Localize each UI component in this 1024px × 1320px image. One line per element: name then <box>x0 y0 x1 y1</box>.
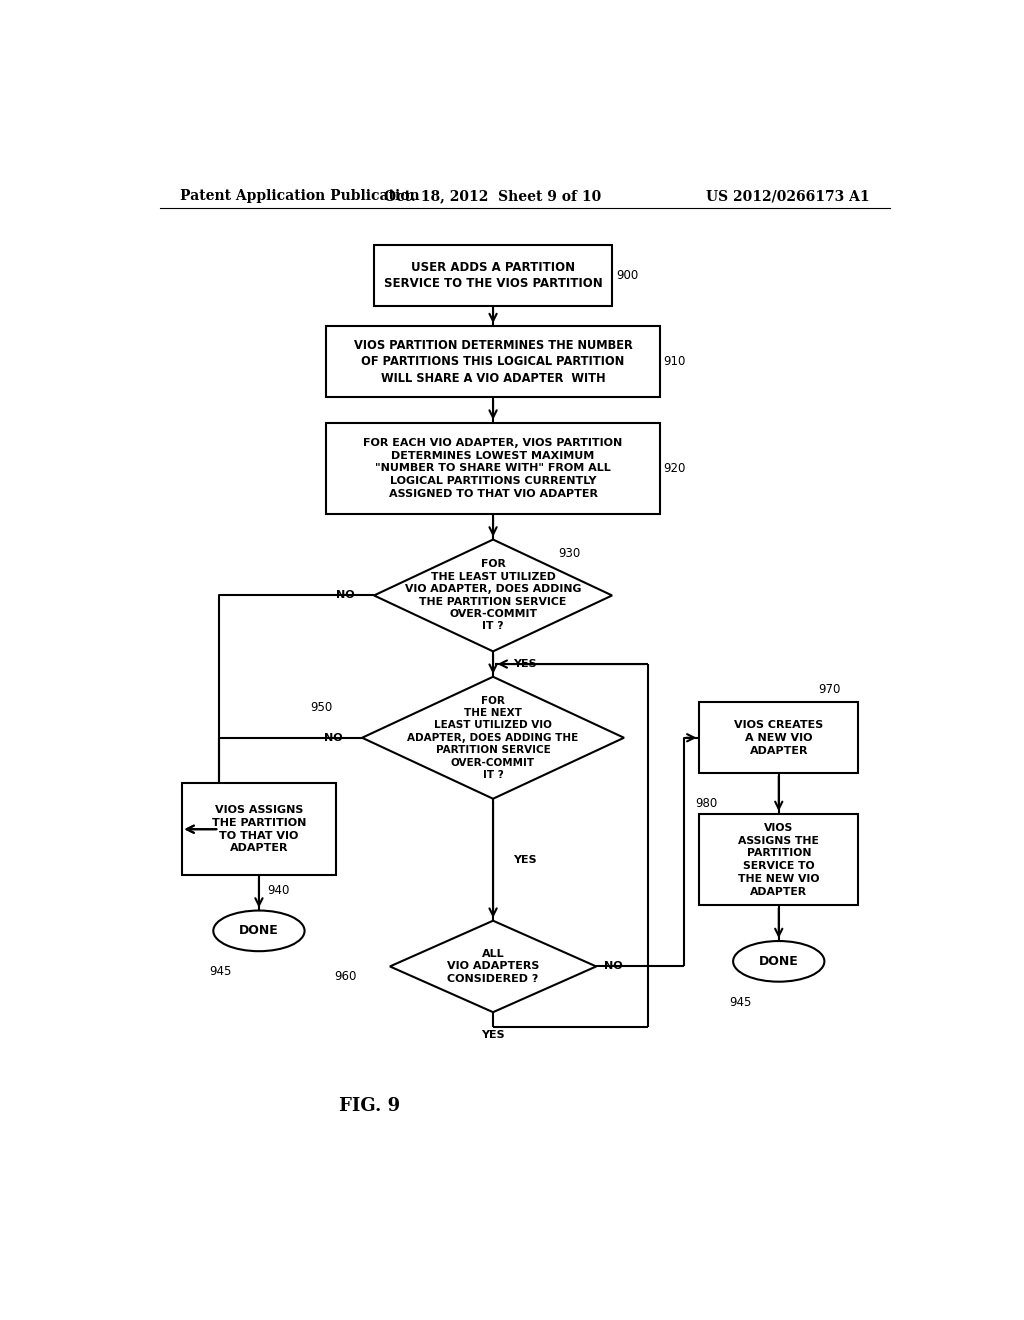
Text: FOR EACH VIO ADAPTER, VIOS PARTITION
DETERMINES LOWEST MAXIMUM
"NUMBER TO SHARE : FOR EACH VIO ADAPTER, VIOS PARTITION DET… <box>364 438 623 499</box>
Polygon shape <box>362 677 624 799</box>
Text: VIOS CREATES
A NEW VIO
ADAPTER: VIOS CREATES A NEW VIO ADAPTER <box>734 719 823 755</box>
Text: YES: YES <box>481 1031 505 1040</box>
Polygon shape <box>390 921 596 1012</box>
Text: 980: 980 <box>695 797 718 810</box>
Ellipse shape <box>213 911 304 952</box>
Text: 960: 960 <box>334 970 356 983</box>
Text: 930: 930 <box>558 546 581 560</box>
FancyBboxPatch shape <box>699 702 858 774</box>
Text: USER ADDS A PARTITION
SERVICE TO THE VIOS PARTITION: USER ADDS A PARTITION SERVICE TO THE VIO… <box>384 260 602 290</box>
Text: 945: 945 <box>729 995 752 1008</box>
Text: 945: 945 <box>209 965 231 978</box>
Text: FOR
THE NEXT
LEAST UTILIZED VIO
ADAPTER, DOES ADDING THE
PARTITION SERVICE
OVER-: FOR THE NEXT LEAST UTILIZED VIO ADAPTER,… <box>408 696 579 780</box>
Text: 920: 920 <box>664 462 686 475</box>
Text: YES: YES <box>513 855 537 865</box>
Text: NO: NO <box>324 733 342 743</box>
Text: 970: 970 <box>818 684 841 697</box>
Text: DONE: DONE <box>759 954 799 968</box>
FancyBboxPatch shape <box>374 244 612 306</box>
Text: 900: 900 <box>616 269 638 281</box>
Polygon shape <box>374 540 612 651</box>
Text: VIOS
ASSIGNS THE
PARTITION
SERVICE TO
THE NEW VIO
ADAPTER: VIOS ASSIGNS THE PARTITION SERVICE TO TH… <box>738 822 819 896</box>
Text: YES: YES <box>513 659 537 669</box>
FancyBboxPatch shape <box>327 326 659 397</box>
Text: VIOS ASSIGNS
THE PARTITION
TO THAT VIO
ADAPTER: VIOS ASSIGNS THE PARTITION TO THAT VIO A… <box>212 805 306 854</box>
Text: 940: 940 <box>267 883 289 896</box>
Text: VIOS PARTITION DETERMINES THE NUMBER
OF PARTITIONS THIS LOGICAL PARTITION
WILL S: VIOS PARTITION DETERMINES THE NUMBER OF … <box>353 339 633 384</box>
Text: US 2012/0266173 A1: US 2012/0266173 A1 <box>707 189 870 203</box>
FancyBboxPatch shape <box>327 422 659 515</box>
Text: FIG. 9: FIG. 9 <box>340 1097 400 1114</box>
Text: 950: 950 <box>310 701 333 714</box>
Text: NO: NO <box>604 961 623 972</box>
Text: Oct. 18, 2012  Sheet 9 of 10: Oct. 18, 2012 Sheet 9 of 10 <box>384 189 602 203</box>
Text: Patent Application Publication: Patent Application Publication <box>179 189 419 203</box>
Text: DONE: DONE <box>239 924 279 937</box>
FancyBboxPatch shape <box>699 814 858 906</box>
Text: NO: NO <box>336 590 354 601</box>
Text: FOR
THE LEAST UTILIZED
VIO ADAPTER, DOES ADDING
THE PARTITION SERVICE
OVER-COMMI: FOR THE LEAST UTILIZED VIO ADAPTER, DOES… <box>404 560 582 631</box>
Ellipse shape <box>733 941 824 982</box>
Text: 910: 910 <box>664 355 686 368</box>
Text: ALL
VIO ADAPTERS
CONSIDERED ?: ALL VIO ADAPTERS CONSIDERED ? <box>446 949 540 983</box>
FancyBboxPatch shape <box>181 784 336 875</box>
